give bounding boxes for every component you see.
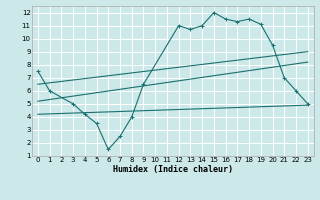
X-axis label: Humidex (Indice chaleur): Humidex (Indice chaleur)	[113, 165, 233, 174]
